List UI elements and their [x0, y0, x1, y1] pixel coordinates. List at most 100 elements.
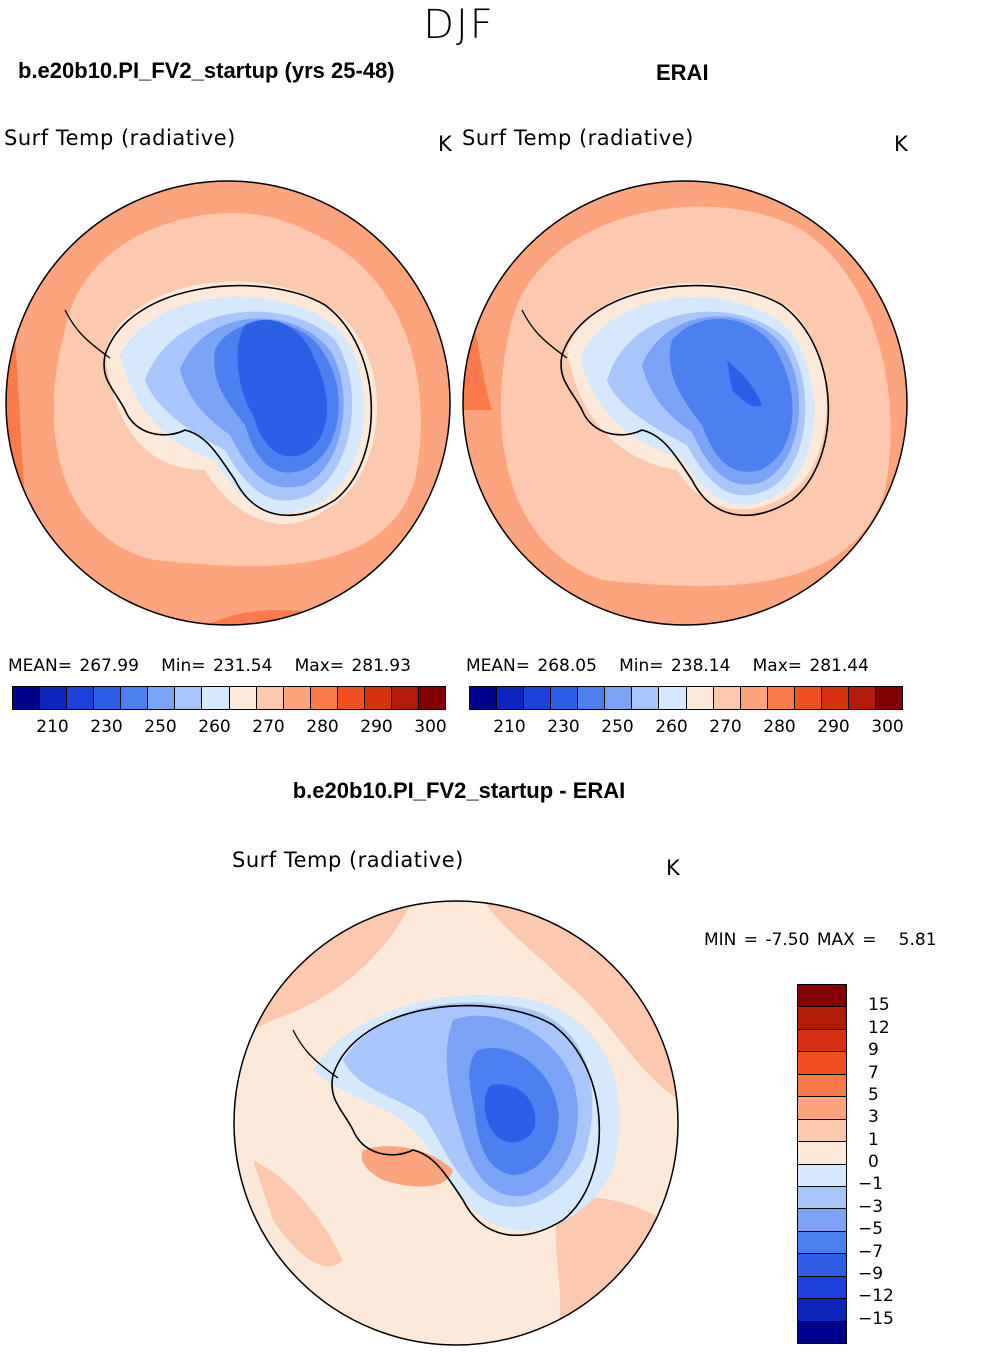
panel1-min-label: Min=	[161, 656, 206, 676]
colorbar-swatch	[418, 687, 445, 709]
panel1-case-title: b.e20b10.PI_FV2_startup (yrs 25-48)	[18, 58, 395, 83]
colorbar-swatch	[798, 1119, 846, 1143]
panel1-max-label: Max=	[294, 656, 345, 676]
colorbar-swatch	[578, 687, 606, 709]
season-title: DJF	[423, 2, 495, 48]
colorbar-swatch	[605, 687, 633, 709]
panel1-polar-map	[5, 180, 451, 626]
colorbar-swatch	[798, 1299, 846, 1322]
colorbar-swatch	[794, 687, 822, 709]
diff-colorbar-tick-label: 3	[868, 1107, 879, 1128]
diff-colorbar-tick-label: −1	[858, 1174, 884, 1195]
colorbar-tick-label: 230	[90, 717, 123, 737]
panel2-variable-label: Surf Temp (radiative)	[462, 126, 694, 150]
colorbar-swatch	[798, 1164, 846, 1187]
colorbar-swatch	[798, 1254, 846, 1277]
colorbar-tick-label: 250	[144, 717, 177, 737]
colorbar-swatch	[798, 1142, 846, 1165]
colorbar-tick-label: 280	[306, 717, 339, 737]
panel2-mean-value: 268.05	[537, 656, 597, 676]
colorbar-swatch	[798, 1321, 846, 1343]
panel2-max-value: 281.44	[809, 656, 869, 676]
colorbar-tick-label: 290	[817, 717, 850, 737]
colorbar-tick-label: 210	[36, 717, 69, 737]
panel2-max-label: Max=	[752, 656, 803, 676]
panel2-mean-label: MEAN=	[466, 656, 530, 676]
colorbar-tick-label: 300	[871, 717, 904, 737]
colorbar-swatch	[875, 687, 902, 709]
diff-colorbar-tick-label: −15	[858, 1308, 894, 1329]
diff-min-label: MIN =	[704, 930, 759, 950]
diff-colorbar-tick-label: 12	[868, 1017, 890, 1038]
panel1-variable-label: Surf Temp (radiative)	[4, 126, 236, 150]
panel1-stats: MEAN= 267.99 Min= 231.54 Max= 281.93	[8, 656, 411, 676]
diff-max-value: 5.81	[898, 930, 937, 950]
diff-max-label: MAX =	[816, 930, 877, 950]
colorbar-swatch	[686, 687, 714, 709]
colorbar-swatch	[713, 687, 741, 709]
colorbar-tick-label: 270	[252, 717, 285, 737]
colorbar-swatch	[740, 687, 768, 709]
colorbar-tick-label: 260	[198, 717, 231, 737]
colorbar-swatch	[798, 1097, 846, 1120]
colorbar-tick-label: 260	[655, 717, 688, 737]
colorbar-swatch	[67, 687, 95, 709]
colorbar-swatch	[202, 687, 230, 709]
panel1-units-label: K	[438, 132, 453, 156]
colorbar-swatch	[148, 687, 176, 709]
diff-colorbar-tick-label: −12	[858, 1286, 894, 1307]
diff-title: b.e20b10.PI_FV2_startup - ERAI	[292, 778, 626, 803]
panel2-polar-map	[462, 180, 908, 626]
colorbar-swatch	[497, 687, 525, 709]
colorbar-tick-label: 300	[414, 717, 447, 737]
colorbar-tick-label: 250	[601, 717, 634, 737]
colorbar-swatch	[798, 1074, 846, 1098]
diff-colorbar-tick-label: −7	[858, 1241, 884, 1262]
colorbar-swatch	[798, 1052, 846, 1075]
colorbar-swatch	[470, 687, 498, 709]
panel1-mean-value: 267.99	[79, 656, 139, 676]
panel2-colorbar-ticks: 210 230 250 260 270 280 290 300	[469, 717, 904, 737]
colorbar-swatch	[40, 687, 68, 709]
panel2-case-title: ERAI	[656, 60, 709, 85]
diff-colorbar-tick-label: −3	[858, 1196, 884, 1217]
diff-polar-map	[233, 900, 679, 1346]
colorbar-swatch	[391, 687, 419, 709]
diff-colorbar-tick-label: 0	[868, 1152, 879, 1172]
colorbar-swatch	[337, 687, 365, 709]
colorbar-swatch	[798, 1231, 846, 1255]
colorbar-tick-label: 280	[763, 717, 796, 737]
diff-minmax: MIN = -7.50 MAX = 5.81	[704, 930, 937, 950]
colorbar-swatch	[229, 687, 257, 709]
colorbar-tick-label: 230	[547, 717, 580, 737]
panel2-units-label: K	[894, 132, 909, 156]
diff-colorbar-tick-label: 5	[868, 1084, 879, 1105]
panel1-colorbar	[12, 686, 446, 710]
colorbar-swatch	[798, 1209, 846, 1232]
diff-units-label: K	[666, 856, 681, 880]
colorbar-swatch	[798, 1276, 846, 1300]
colorbar-swatch	[659, 687, 687, 709]
colorbar-swatch	[94, 687, 122, 709]
panel2-stats: MEAN= 268.05 Min= 238.14 Max= 281.44	[466, 656, 869, 676]
colorbar-swatch	[524, 687, 552, 709]
colorbar-tick-label: 290	[360, 717, 393, 737]
diff-colorbar	[797, 984, 847, 1344]
diff-colorbar-tick-label: −5	[858, 1219, 884, 1240]
colorbar-tick-label: 210	[493, 717, 526, 737]
colorbar-swatch	[364, 687, 392, 709]
colorbar-tick-label: 270	[709, 717, 742, 737]
panel2-min-value: 238.14	[670, 656, 731, 676]
panel2-colorbar	[469, 686, 903, 710]
diff-min-value: -7.50	[765, 930, 810, 950]
diff-colorbar-tick-label: 7	[868, 1062, 879, 1083]
colorbar-swatch	[798, 1186, 846, 1210]
colorbar-swatch	[551, 687, 579, 709]
panel1-min-value: 231.54	[212, 656, 273, 676]
diff-colorbar-tick-label: −9	[858, 1263, 884, 1284]
colorbar-swatch	[632, 687, 660, 709]
colorbar-swatch	[13, 687, 41, 709]
diff-colorbar-tick-label: 9	[868, 1040, 879, 1061]
colorbar-swatch	[821, 687, 849, 709]
diff-variable-label: Surf Temp (radiative)	[232, 848, 464, 872]
